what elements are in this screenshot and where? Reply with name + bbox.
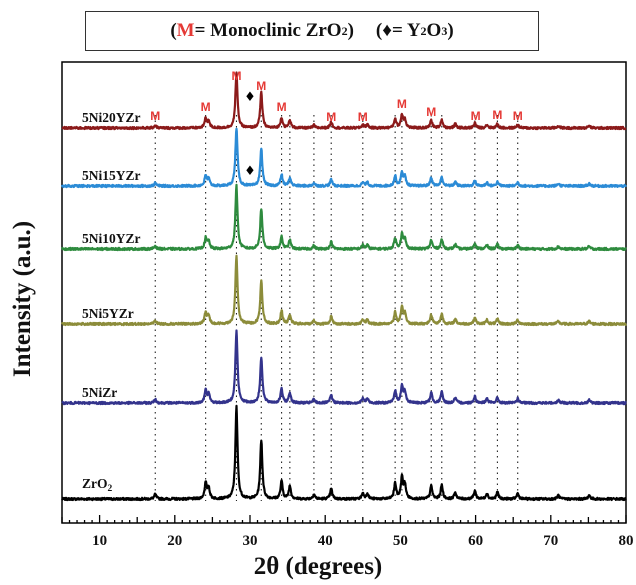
legend-y-close: ) <box>447 20 454 41</box>
m-marker: M <box>231 69 241 83</box>
x-tick-label: 70 <box>543 533 558 549</box>
diamond-icon: ♦ <box>244 90 256 105</box>
legend-m-symbol: M <box>176 20 195 41</box>
m-marker: M <box>471 109 481 123</box>
legend-y-sub1: 2 <box>420 23 427 38</box>
y-axis-label: Intensity (a.u.) <box>9 220 36 378</box>
legend-m-text: = Monoclinic ZrO <box>194 20 342 41</box>
legend-y-text: = Y <box>391 20 421 41</box>
legend-y-sub2: 3 <box>441 23 448 38</box>
x-tick-label: 40 <box>318 533 333 549</box>
spectrum-line-ZrO <box>61 404 627 502</box>
m-marker: M <box>492 108 502 122</box>
spectrum-line-5Ni10YZr <box>60 183 627 252</box>
legend-m-sub: 2 <box>341 23 348 38</box>
spectrum-line-5Ni5YZr <box>60 254 627 327</box>
legend-m-close: ) <box>347 20 354 41</box>
m-marker: M <box>397 97 407 111</box>
m-marker: M <box>277 100 287 114</box>
m-marker: M <box>201 100 211 114</box>
x-tick-label: 50 <box>393 533 408 549</box>
m-marker: M <box>426 105 436 119</box>
x-tick-label: 80 <box>619 533 634 549</box>
x-tick-label: 30 <box>243 533 258 549</box>
m-marker: M <box>358 110 368 124</box>
spectrum-line-5NiZr <box>61 329 627 406</box>
diamond-icon: ♦ <box>244 164 256 179</box>
legend-y-o: O <box>426 20 442 41</box>
series-label: 5Ni15YZr <box>82 168 141 183</box>
series-label: 5Ni5YZr <box>82 306 134 321</box>
m-marker: M <box>256 79 266 93</box>
m-marker: M <box>326 110 336 124</box>
x-tick-label: 60 <box>468 533 483 549</box>
m-marker: M <box>513 109 523 123</box>
legend-box: ( M = Monoclinic ZrO 2 ) ( ♦ = Y 2 O 3 ) <box>85 11 539 51</box>
spectrum-line-5Ni15YZr <box>60 127 627 189</box>
spectrum-line-5Ni20YZr <box>61 71 627 131</box>
legend-diamond-icon: ♦ <box>382 20 392 41</box>
x-tick-label: 20 <box>167 533 182 549</box>
series-label: 5Ni10YZr <box>82 231 141 246</box>
x-axis-label: 2θ (degrees) <box>253 553 383 580</box>
legend-open-paren: ( <box>170 20 177 41</box>
series-label: ZrO2 <box>82 476 113 494</box>
plot-frame <box>61 61 627 524</box>
x-tick-label: 10 <box>92 533 107 549</box>
series-label: 5Ni20YZr <box>82 110 141 125</box>
series-label: 5NiZr <box>82 385 117 400</box>
m-marker: M <box>150 109 160 123</box>
legend-open-paren-2: ( <box>375 20 383 41</box>
